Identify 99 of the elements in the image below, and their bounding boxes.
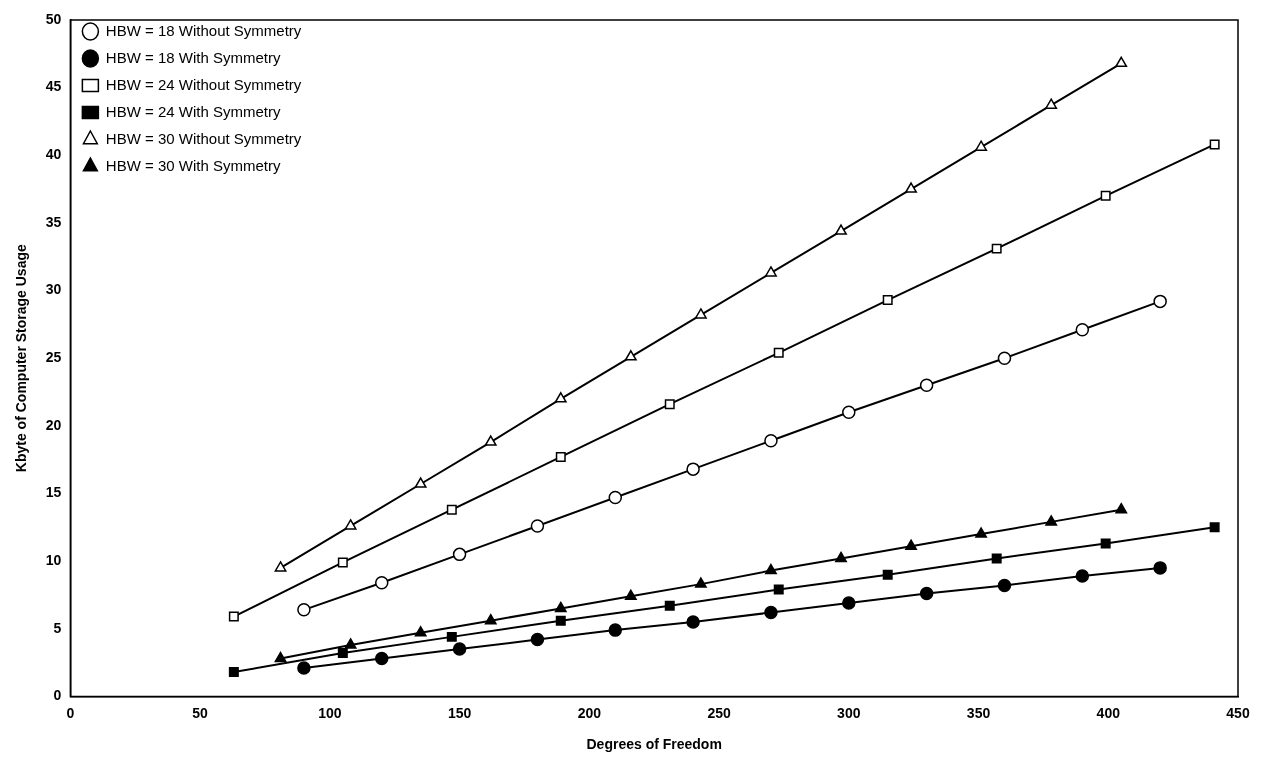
y-tick-label: 45 bbox=[45, 78, 62, 95]
point bbox=[274, 651, 287, 663]
legend-label: HBW = 18 Without Symmetry bbox=[105, 21, 302, 39]
point bbox=[694, 577, 707, 588]
point bbox=[414, 626, 427, 637]
point bbox=[991, 243, 1002, 254]
point bbox=[530, 632, 545, 647]
point bbox=[555, 451, 566, 462]
point bbox=[835, 551, 847, 563]
point bbox=[374, 651, 389, 666]
point bbox=[274, 561, 287, 572]
point bbox=[882, 569, 893, 580]
point bbox=[686, 615, 700, 629]
point bbox=[374, 576, 389, 590]
point bbox=[297, 603, 311, 617]
y-tick-label: 35 bbox=[45, 213, 62, 230]
point bbox=[1115, 56, 1128, 68]
point bbox=[842, 596, 856, 610]
legend-label: HBW = 24 Without Symmetry bbox=[105, 75, 302, 93]
point bbox=[975, 140, 988, 151]
legend-label: HBW = 30 With Symmetry bbox=[105, 156, 281, 174]
point bbox=[344, 519, 357, 530]
point bbox=[608, 490, 623, 505]
point bbox=[991, 553, 1002, 564]
point bbox=[694, 308, 707, 319]
legend-label: HBW = 30 Without Symmetry bbox=[105, 129, 302, 147]
point bbox=[446, 631, 457, 642]
y-tick-label: 50 bbox=[45, 10, 62, 27]
point bbox=[686, 462, 700, 476]
point bbox=[337, 648, 348, 659]
y-tick-label: 0 bbox=[53, 687, 62, 704]
point bbox=[773, 347, 784, 358]
point bbox=[452, 547, 467, 562]
x-tick-label: 0 bbox=[66, 704, 75, 721]
point bbox=[905, 182, 918, 193]
point bbox=[484, 435, 497, 446]
x-tick-label: 350 bbox=[966, 704, 991, 721]
point bbox=[555, 615, 566, 626]
point bbox=[530, 519, 545, 533]
x-tick-label: 300 bbox=[837, 704, 861, 721]
point bbox=[1075, 569, 1090, 583]
point bbox=[842, 405, 856, 420]
point bbox=[608, 623, 623, 637]
point bbox=[905, 539, 918, 550]
point bbox=[624, 350, 637, 361]
y-tick-label: 20 bbox=[45, 416, 62, 433]
point bbox=[297, 661, 311, 675]
y-tick-label: 15 bbox=[45, 484, 62, 501]
point bbox=[975, 527, 988, 538]
point bbox=[1100, 190, 1111, 201]
x-tick-label: 150 bbox=[447, 704, 472, 721]
point bbox=[835, 224, 847, 235]
legend-label: HBW = 18 With Symmetry bbox=[105, 48, 281, 66]
y-axis-title: Kbyte of Computer Storage Usage bbox=[13, 244, 30, 473]
point bbox=[414, 477, 427, 488]
point bbox=[997, 578, 1012, 593]
point bbox=[1100, 538, 1111, 549]
point bbox=[764, 433, 778, 448]
point bbox=[484, 613, 497, 625]
point bbox=[919, 378, 934, 393]
legend-label: HBW = 24 With Symmetry bbox=[105, 102, 281, 120]
point bbox=[773, 584, 784, 595]
point bbox=[554, 392, 567, 403]
point bbox=[764, 605, 778, 620]
y-tick-label: 10 bbox=[45, 551, 62, 568]
x-tick-label: 250 bbox=[707, 704, 731, 721]
point bbox=[1075, 323, 1090, 337]
point bbox=[1209, 522, 1220, 533]
x-tick-label: 50 bbox=[192, 704, 209, 721]
point bbox=[664, 600, 675, 611]
point bbox=[664, 399, 675, 410]
point bbox=[997, 351, 1012, 365]
point bbox=[228, 667, 239, 678]
point bbox=[452, 642, 467, 656]
point bbox=[624, 589, 637, 601]
point bbox=[1209, 139, 1220, 150]
y-tick-label: 40 bbox=[45, 146, 62, 163]
x-tick-label: 400 bbox=[1096, 704, 1121, 721]
point bbox=[1045, 98, 1058, 109]
point bbox=[1045, 515, 1058, 526]
y-tick-label: 30 bbox=[45, 281, 62, 298]
point bbox=[1153, 561, 1167, 575]
point bbox=[765, 266, 777, 277]
x-axis-title: Degrees of Freedom bbox=[586, 736, 722, 753]
y-tick-label: 25 bbox=[45, 349, 62, 366]
point bbox=[228, 611, 239, 622]
point bbox=[919, 586, 934, 601]
point bbox=[882, 295, 893, 306]
point bbox=[344, 638, 357, 649]
point bbox=[337, 557, 348, 568]
x-tick-label: 200 bbox=[577, 704, 602, 721]
x-tick-label: 100 bbox=[318, 704, 342, 721]
point bbox=[765, 563, 777, 575]
point bbox=[1115, 502, 1128, 514]
point bbox=[446, 504, 457, 515]
x-tick-label: 450 bbox=[1226, 704, 1250, 721]
y-tick-label: 5 bbox=[53, 619, 62, 636]
point bbox=[554, 601, 567, 613]
point bbox=[1153, 294, 1167, 309]
